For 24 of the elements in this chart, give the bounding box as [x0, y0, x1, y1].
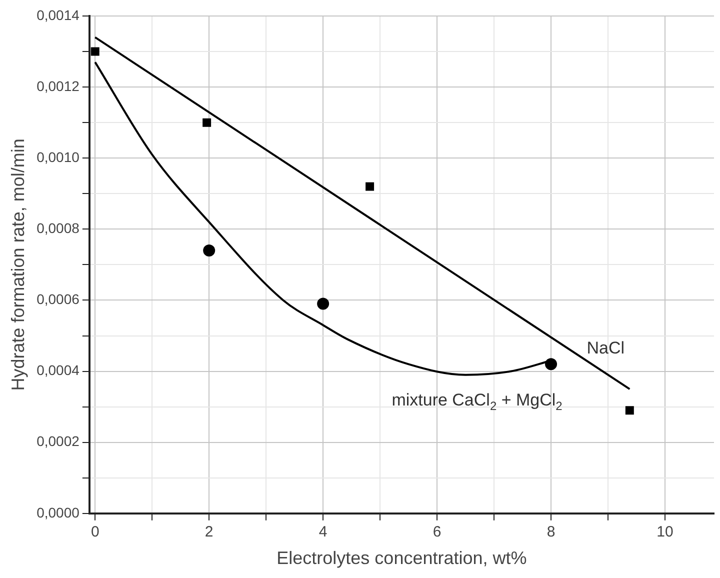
point [545, 358, 558, 370]
y-tick-label: 0,0014 [36, 6, 80, 23]
series-label: NaCl [586, 338, 625, 358]
x-tick-label: 10 [656, 524, 674, 541]
y-tick-label: 0,0002 [36, 433, 80, 450]
x-axis-title: Electrolytes concentration, wt% [276, 548, 527, 568]
x-tick-label: 6 [432, 524, 442, 541]
x-tick-label: 8 [546, 524, 556, 541]
y-tick-label: 0,0010 [36, 148, 80, 165]
x-tick-label: 2 [204, 524, 214, 541]
y-tick-label: 0,0000 [36, 504, 80, 520]
point [625, 406, 634, 415]
y-tick-label: 0,0012 [36, 78, 80, 94]
x-tick-label: 0 [90, 524, 100, 541]
point [202, 118, 212, 127]
point [317, 298, 330, 310]
x-tick-label: 4 [318, 524, 328, 541]
y-tick-label: 0,0004 [36, 362, 80, 378]
y-axis-title: Hydrate formation rate, mol/min [8, 138, 28, 391]
point [203, 244, 216, 256]
y-tick-label: 0,0006 [36, 291, 80, 308]
point [366, 182, 374, 191]
y-tick-label: 0,0008 [36, 220, 80, 236]
point [90, 47, 100, 56]
